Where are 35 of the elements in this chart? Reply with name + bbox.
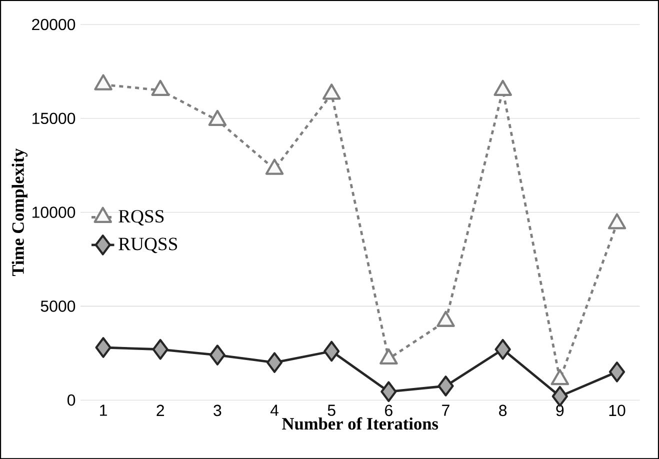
point: [94, 74, 112, 90]
x-tick-label: 6: [385, 404, 392, 416]
point: [552, 386, 568, 407]
point: [152, 338, 168, 360]
y-tick-label: 20000: [32, 18, 76, 30]
point: [95, 337, 112, 358]
x-axis-title: Number of Iterations: [282, 417, 438, 430]
point: [494, 80, 512, 96]
point: [265, 158, 284, 175]
point: [494, 338, 511, 360]
x-tick-label: 4: [270, 404, 278, 416]
x-tick-label: 7: [442, 404, 450, 416]
y-tick-label: 10000: [32, 206, 76, 218]
point: [608, 361, 626, 382]
legend-label: RUQSS: [118, 238, 178, 253]
point: [151, 80, 170, 96]
point: [608, 213, 626, 230]
y-axis-title: Time Complexity: [12, 148, 28, 276]
x-tick-label: 3: [214, 404, 222, 416]
legend-label: RQSS: [118, 210, 164, 226]
point: [208, 110, 227, 126]
y-tick-label: 5000: [40, 300, 76, 312]
x-tick-label: 8: [499, 404, 507, 416]
y-tick-label: 15000: [32, 112, 76, 124]
point: [438, 376, 454, 396]
point: [322, 83, 341, 100]
point: [324, 340, 340, 362]
point: [380, 381, 397, 402]
x-tick-label: 10: [609, 404, 626, 416]
y-tick-label: 0: [67, 394, 76, 406]
point: [266, 352, 283, 373]
x-tick-label: 2: [156, 404, 164, 416]
x-tick-label: 1: [100, 404, 107, 416]
point: [209, 344, 226, 366]
x-tick-label: 5: [328, 404, 336, 416]
